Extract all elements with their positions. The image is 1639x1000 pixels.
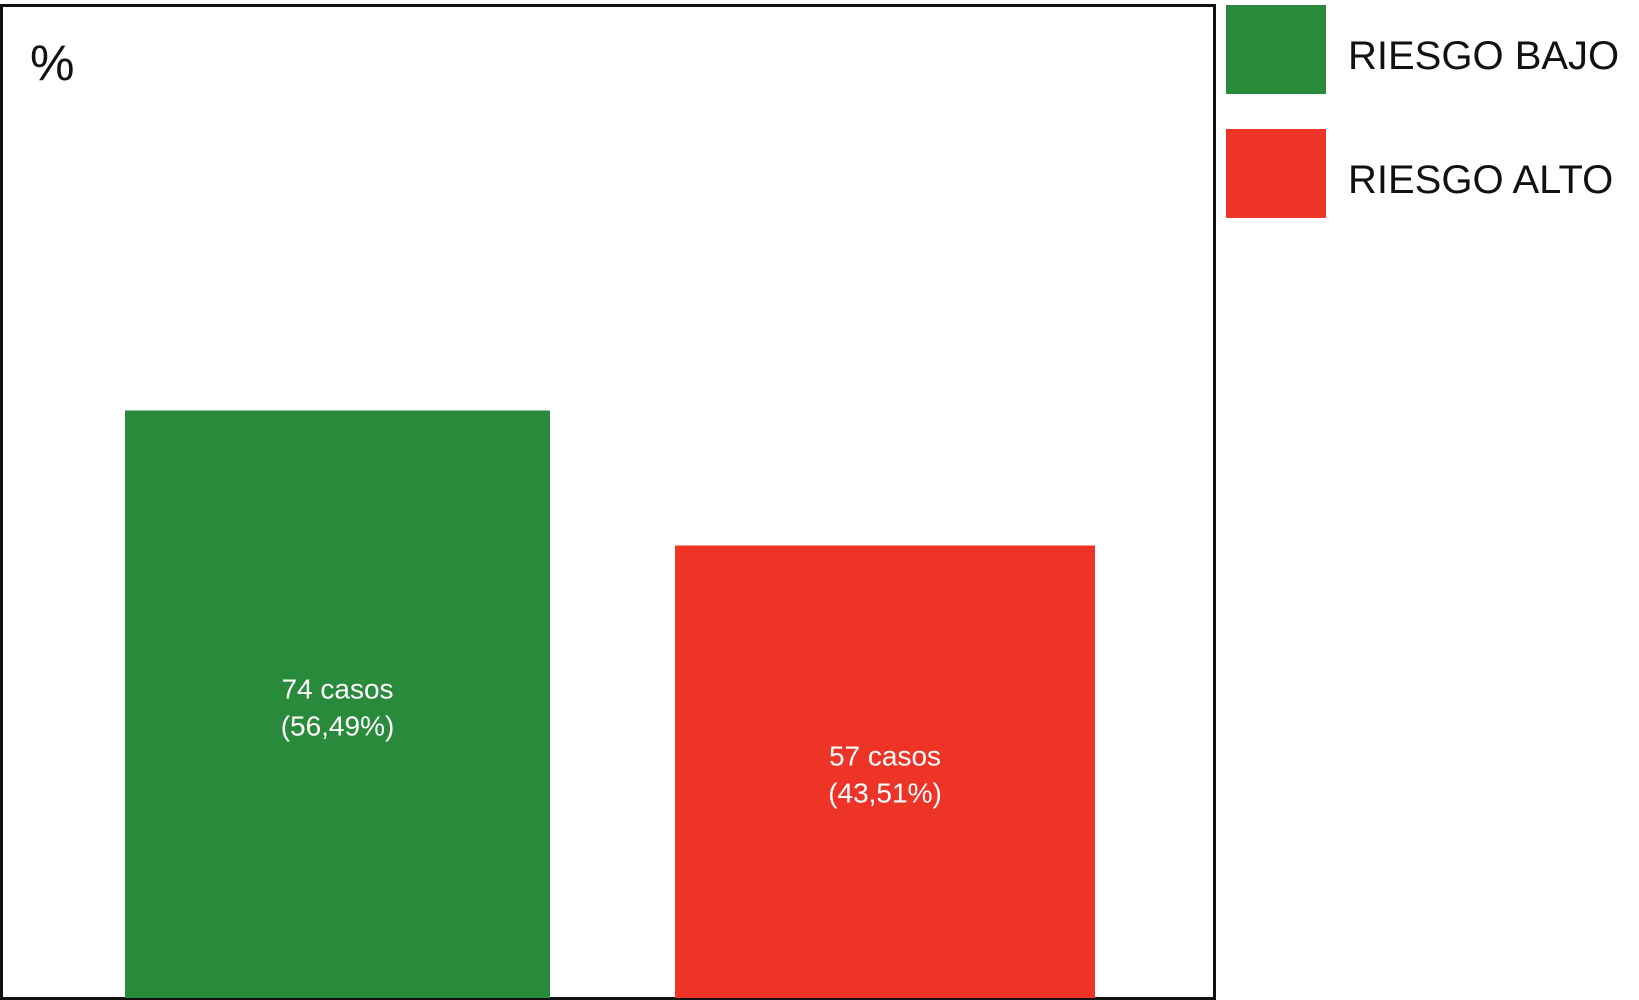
bar-riesgo-alto [675, 545, 1095, 998]
bar-percent-label: (56,49%) [281, 710, 395, 741]
legend-label: RIESGO BAJO [1348, 34, 1619, 78]
bars-layer: 74 casos (56,49%) 57 casos (43,51%) [125, 410, 1095, 998]
bar-riesgo-bajo [125, 410, 550, 998]
legend-swatch-riesgo-alto [1226, 129, 1326, 218]
bar-count-label: 57 casos [829, 741, 941, 772]
bar-percent-label: (43,51%) [828, 778, 942, 809]
legend-label: RIESGO ALTO [1348, 158, 1613, 202]
y-axis-label: % [30, 35, 74, 91]
bar-count-label: 74 casos [281, 673, 393, 704]
legend-swatch-riesgo-bajo [1226, 5, 1326, 94]
plot-frame [0, 4, 1216, 1000]
legend: RIESGO BAJO RIESGO ALTO [1226, 5, 1619, 218]
